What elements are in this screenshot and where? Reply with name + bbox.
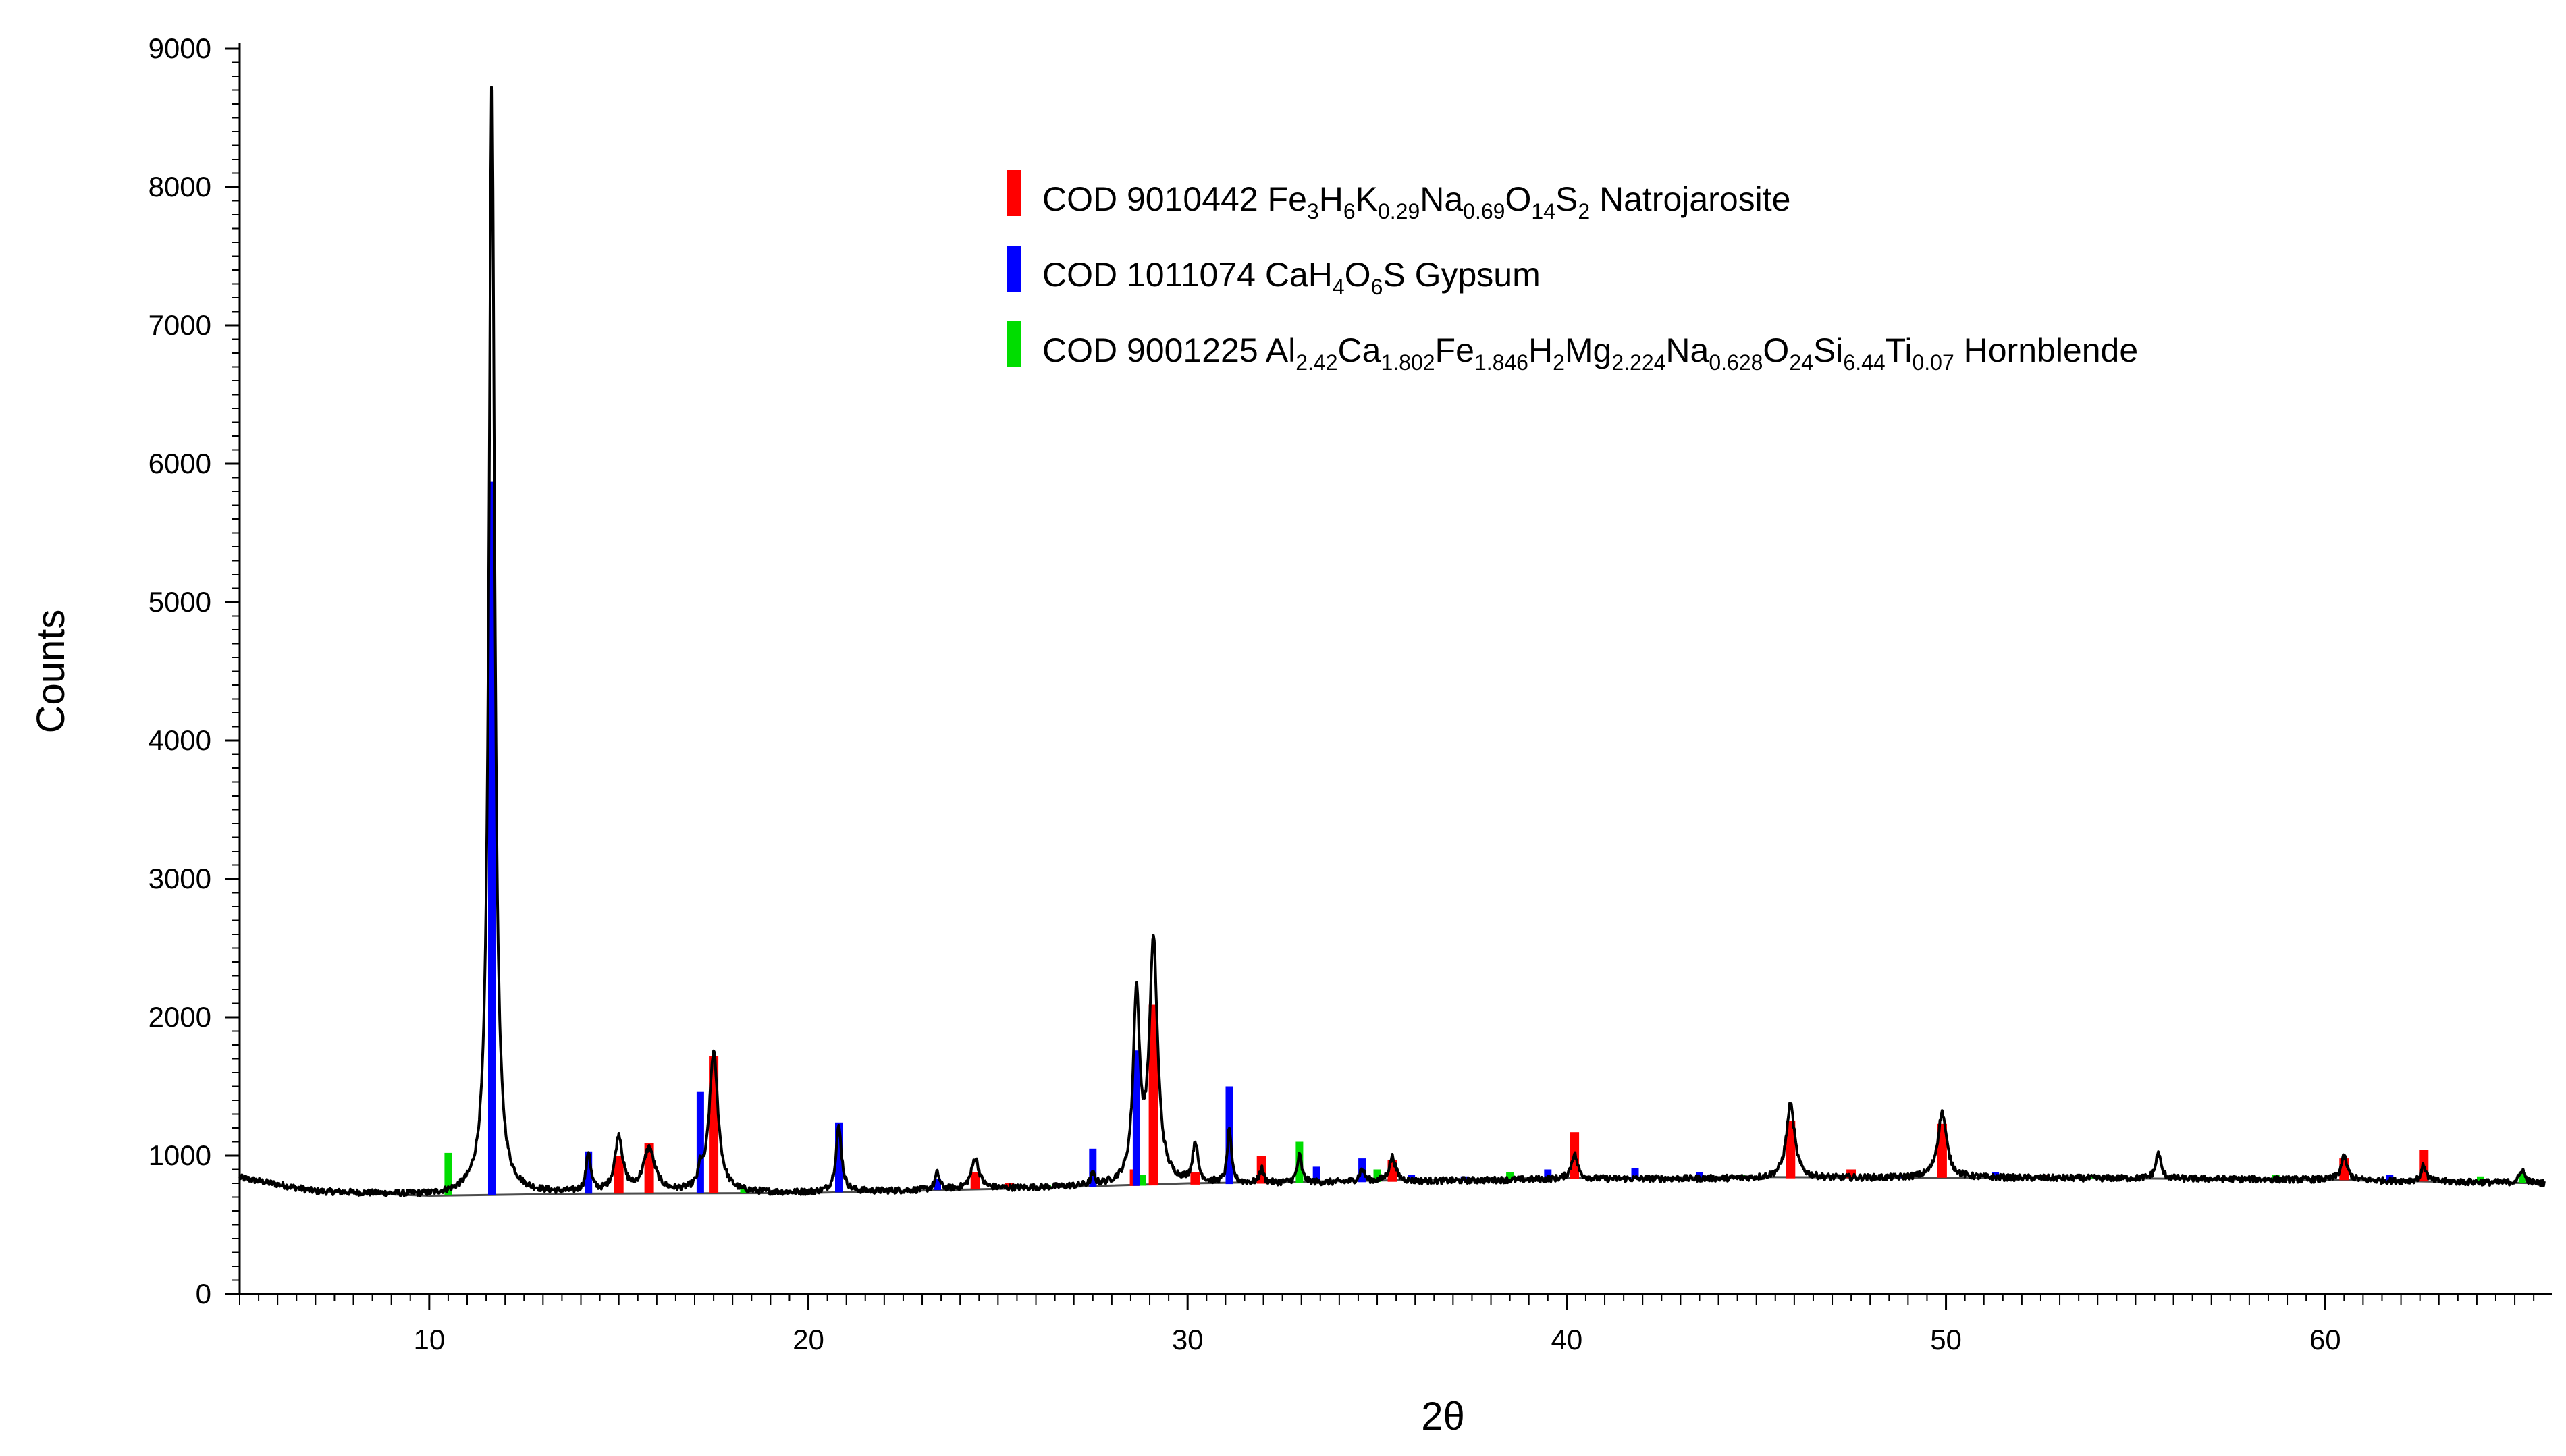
x-tick-label: 10 xyxy=(413,1324,445,1355)
y-tick-label: 6000 xyxy=(149,448,211,479)
hornblende-reference-stick xyxy=(1138,1175,1146,1186)
measured-pattern-line xyxy=(238,86,2546,1197)
measured-pattern-layer xyxy=(238,86,2546,1197)
gypsum-reference-stick xyxy=(934,1179,941,1191)
hornblende-reference-stick xyxy=(1373,1169,1381,1182)
y-tick-label: 5000 xyxy=(149,586,211,618)
legend-entry: COD 9001225 Al2.42Ca1.802Fe1.846H2Mg2.22… xyxy=(1042,331,2138,375)
natrojarosite-reference-stick xyxy=(614,1156,624,1194)
y-tick-label: 7000 xyxy=(149,309,211,341)
gypsum-reference-stick xyxy=(585,1151,593,1194)
natrojarosite-reference-stick xyxy=(1937,1123,1947,1178)
gypsum-reference-stick xyxy=(1089,1148,1097,1187)
hornblende-reference-stick xyxy=(740,1189,748,1193)
x-tick-label: 30 xyxy=(1172,1324,1204,1355)
gypsum-reference-stick xyxy=(1544,1169,1552,1180)
axes: 0 1000 2000 3000 4000 5000 6000 7000 8000 9000 10 2… xyxy=(149,32,2552,1355)
y-tick-label: 0 xyxy=(196,1278,211,1310)
y-tick-label: 3000 xyxy=(149,863,211,894)
x-tick-label: 20 xyxy=(793,1324,824,1355)
hornblende-reference-stick xyxy=(2518,1172,2526,1183)
y-tick-label: 1000 xyxy=(149,1139,211,1171)
x-tick-label: 40 xyxy=(1551,1324,1583,1355)
legend-swatch xyxy=(1007,246,1021,292)
gypsum-reference-stick xyxy=(696,1091,704,1193)
gypsum-reference-stick xyxy=(835,1122,843,1193)
x-tick-label: 50 xyxy=(1930,1324,1962,1355)
legend-swatch xyxy=(1007,170,1021,216)
natrojarosite-reference-stick xyxy=(1148,1004,1158,1186)
x-axis-title: 2θ xyxy=(1421,1395,1465,1438)
legend-entry: COD 1011074 CaH4O6S Gypsum xyxy=(1042,256,1541,299)
legend-swatch xyxy=(1007,321,1021,367)
legend: COD 9010442 Fe3H6K0.29Na0.69O14S2 Natroj… xyxy=(1007,170,2138,375)
reference-sticks-layer xyxy=(444,481,2526,1196)
gypsum-reference-stick xyxy=(1992,1172,2000,1179)
natrojarosite-reference-stick xyxy=(1190,1172,1200,1185)
natrojarosite-reference-stick xyxy=(1786,1121,1796,1179)
x-tick-label: 60 xyxy=(2309,1324,2341,1355)
y-axis-title: Counts xyxy=(29,610,73,734)
y-tick-label: 9000 xyxy=(149,32,211,64)
hornblende-reference-stick xyxy=(1506,1172,1514,1181)
gypsum-reference-stick xyxy=(488,481,496,1195)
y-tick-label: 4000 xyxy=(149,724,211,756)
legend-entry: COD 9010442 Fe3H6K0.29Na0.69O14S2 Natroj… xyxy=(1042,180,1790,223)
y-tick-label: 2000 xyxy=(149,1001,211,1033)
hornblende-reference-stick xyxy=(444,1152,452,1196)
gypsum-reference-stick xyxy=(1132,1050,1140,1186)
gypsum-reference-stick xyxy=(1312,1166,1320,1183)
y-tick-label: 8000 xyxy=(149,171,211,203)
natrojarosite-reference-stick xyxy=(970,1172,980,1189)
hornblende-reference-stick xyxy=(1295,1141,1304,1183)
gypsum-reference-stick xyxy=(1631,1168,1639,1179)
